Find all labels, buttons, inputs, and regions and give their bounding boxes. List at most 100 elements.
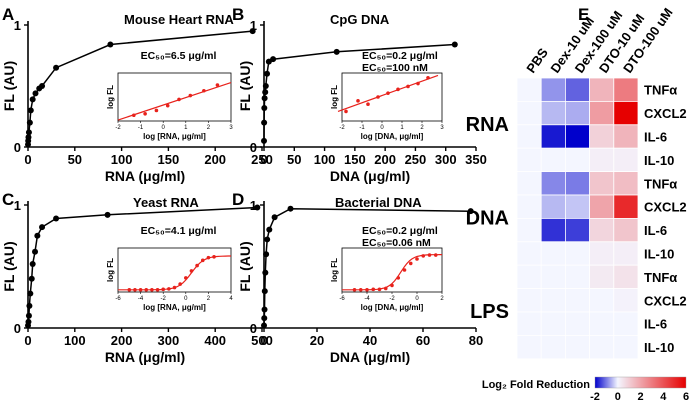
- data-point: [264, 236, 271, 243]
- data-point: [39, 224, 46, 231]
- inset-x-tick-label: 3: [229, 125, 233, 131]
- inset-data-point: [154, 108, 159, 113]
- data-point: [25, 312, 32, 319]
- inset-data-point: [376, 95, 380, 99]
- data-point: [34, 232, 41, 239]
- inset-data-point: [433, 253, 438, 257]
- data-point: [27, 107, 34, 114]
- y-axis-label: FL (AU): [1, 241, 17, 291]
- x-tick-label: 200: [204, 152, 226, 167]
- inset-x-tick-label: 0: [162, 125, 166, 131]
- inset-x-tick-label: 2: [207, 296, 211, 302]
- x-tick-label: 100: [314, 152, 336, 167]
- inset-x-tick-label: -2: [339, 125, 345, 131]
- x-tick-label: 50: [68, 152, 82, 167]
- data-point: [270, 56, 277, 63]
- heatmap-cell: [516, 288, 542, 313]
- panel-b: B CpG DNA 0 1 0 50 100 150 200 250 300 350 DNA (μg/m…: [232, 5, 487, 184]
- colorbar-tick-label: 0: [615, 391, 621, 403]
- column-header: PBS: [523, 45, 551, 76]
- y-tick-label: 0: [14, 140, 21, 155]
- inset-chart: EC₅₀=6.5 μg/ml -2 -1 0 1 2 3 log [RNA, μg/ml] lo…: [106, 50, 233, 141]
- inset-data-point: [127, 288, 132, 292]
- heatmap-cell: [540, 101, 566, 126]
- panel-letter: C: [2, 190, 14, 209]
- heatmap-cell: [540, 334, 566, 360]
- heatmap-cell: [589, 147, 615, 172]
- inset-data-point: [177, 97, 181, 102]
- inset-data-point: [184, 276, 188, 280]
- row-label: IL-6: [644, 223, 667, 238]
- row-label: TNFα: [644, 176, 677, 191]
- data-point: [249, 28, 256, 35]
- inset-data-point: [150, 288, 154, 292]
- inset-x-tick-label: 0: [415, 296, 419, 302]
- colorbar-label: Log₂ Fold Reduction: [482, 379, 590, 391]
- inset-x-tick-label: -2: [115, 125, 121, 131]
- inset-data-point: [366, 102, 370, 106]
- y-tick-label: 0: [14, 321, 21, 336]
- inset-annotation: EC₅₀=4.1 μg/ml: [141, 225, 217, 237]
- row-label: IL-10: [644, 153, 674, 168]
- inset-fit-line: [118, 255, 231, 291]
- inset-data-point: [408, 261, 413, 266]
- inset-y-axis-label: log FL: [330, 258, 339, 282]
- y-tick-label: 0: [250, 321, 257, 336]
- inset-data-point: [161, 287, 165, 292]
- heatmap-cell: [613, 217, 639, 243]
- heatmap-cell: [540, 288, 566, 313]
- inset-fit-line: [117, 82, 232, 121]
- x-tick-label: 500: [251, 333, 273, 348]
- inset-chart: EC₅₀=4.1 μg/ml -6 -4 -2 0 2 4 log [RNA, μg/ml] l…: [106, 225, 233, 312]
- inset-data-point: [377, 287, 382, 292]
- x-tick-label: 150: [158, 152, 180, 167]
- inset-y-axis-label: log FL: [106, 258, 115, 282]
- data-point: [261, 306, 268, 313]
- row-label: TNFα: [644, 270, 677, 285]
- inset-annotation: EC₅₀=100 nM: [362, 62, 428, 74]
- data-point: [262, 89, 269, 96]
- heatmap-cell: [613, 264, 639, 290]
- heatmap-cell: [516, 171, 542, 196]
- inset-data-point: [427, 253, 432, 257]
- inset-x-tick-label: 2: [440, 296, 444, 302]
- inset-data-point: [144, 288, 149, 292]
- inset-x-tick-label: -6: [339, 296, 345, 302]
- heatmap-cell: [516, 101, 542, 126]
- data-point: [53, 64, 60, 71]
- data-point: [467, 208, 474, 215]
- heatmap-cell: [516, 217, 542, 243]
- x-tick-label: 0: [24, 152, 31, 167]
- inset-data-point: [356, 99, 360, 103]
- y-tick-label: 0: [250, 140, 257, 155]
- heatmap-cell: [516, 124, 542, 149]
- data-point: [29, 261, 36, 268]
- inset-x-axis-label: log [RNA, μg/ml]: [143, 132, 206, 141]
- heatmap-cell: [540, 124, 566, 149]
- inset-data-point: [215, 83, 220, 87]
- inset-annotation: EC₅₀=0.06 nM: [362, 237, 431, 249]
- chart-title: Bacterial DNA: [335, 195, 422, 210]
- x-axis-label: DNA (μg/ml): [330, 349, 410, 365]
- group-label: LPS: [470, 301, 509, 323]
- y-tick-label: 1: [250, 18, 257, 33]
- data-point: [271, 214, 278, 221]
- data-point: [25, 318, 32, 325]
- inset-data-point: [165, 103, 170, 108]
- heatmap-cell: [540, 264, 566, 290]
- inset-data-point: [365, 288, 369, 292]
- x-tick-label: 400: [204, 333, 226, 348]
- colorbar-tick-label: 4: [660, 391, 667, 403]
- x-tick-label: 200: [111, 333, 133, 348]
- heatmap-cell: [565, 334, 591, 360]
- panel-letter: A: [2, 5, 14, 24]
- inset-x-tick-label: 1: [400, 125, 404, 131]
- y-tick-label: 1: [14, 18, 21, 33]
- inset-x-tick-label: 4: [229, 296, 233, 302]
- heatmap-cell: [516, 194, 542, 219]
- x-tick-label: 60: [416, 333, 430, 348]
- x-tick-label: 0: [24, 333, 31, 348]
- colorbar-tick-label: -2: [590, 391, 600, 403]
- data-point: [261, 315, 268, 322]
- inset-frame: [341, 72, 443, 122]
